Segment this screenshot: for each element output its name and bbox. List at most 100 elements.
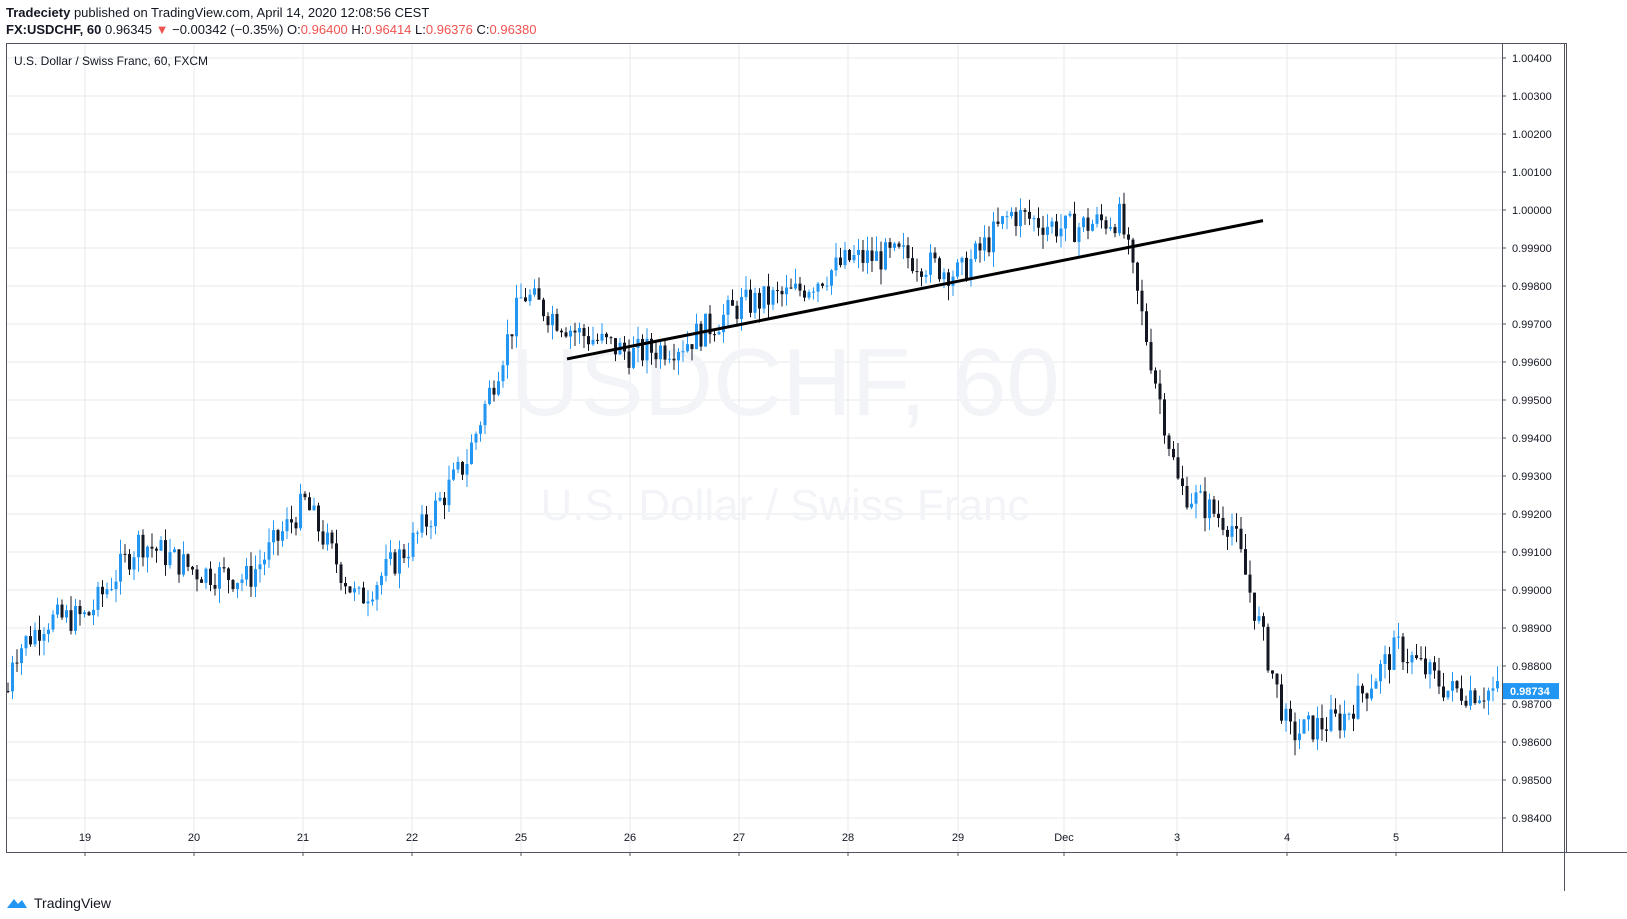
candle-body	[1019, 210, 1022, 227]
candle-body	[758, 292, 761, 309]
candle-body	[101, 586, 104, 595]
candle-body	[1244, 549, 1247, 575]
candle-body	[173, 549, 176, 553]
candle-body	[879, 251, 883, 270]
candle-body	[326, 532, 329, 545]
candle-body	[996, 221, 1000, 224]
candle-body	[1194, 492, 1198, 504]
candle-body	[708, 313, 712, 335]
candle-body	[74, 605, 77, 631]
candle-body	[447, 479, 451, 506]
candle-body	[1190, 503, 1193, 508]
candle-body	[1302, 719, 1306, 734]
candle-body	[191, 566, 194, 570]
candle-body	[591, 339, 595, 345]
candle-body	[645, 338, 649, 361]
y-tick-label: 0.99100	[1512, 547, 1552, 559]
candle-body	[249, 565, 253, 587]
x-tick-label: 3	[1174, 832, 1180, 844]
candle-body	[798, 283, 802, 291]
candle-body	[677, 351, 680, 361]
candle-body	[1014, 211, 1018, 227]
candle-body	[146, 546, 149, 558]
y-tick-label: 0.99000	[1512, 585, 1552, 597]
candle-body	[1149, 342, 1153, 371]
candle-body	[137, 534, 140, 558]
candle-body	[1352, 713, 1355, 719]
candle-body	[339, 564, 343, 583]
author-name[interactable]: Tradeciety	[6, 5, 71, 20]
candle-body	[195, 569, 199, 580]
candle-body	[960, 257, 964, 263]
candle-body	[33, 629, 37, 645]
candle-body	[1406, 662, 1409, 664]
candle-body	[569, 330, 572, 337]
candle-body	[1298, 733, 1301, 741]
time-axis[interactable]: 19 20 21 22 25 26 27 28 29 Dec 3 4 5	[79, 832, 1399, 856]
candle-body	[672, 358, 676, 361]
x-tick-label: 28	[842, 832, 854, 844]
candle-body	[1221, 517, 1225, 530]
candle-body	[560, 330, 563, 333]
candle-body	[182, 554, 185, 575]
candle-body	[1343, 713, 1346, 731]
candle-body	[213, 584, 217, 589]
candle-body	[1383, 654, 1387, 664]
candle-body	[87, 612, 91, 616]
candle-body	[38, 629, 41, 641]
candle-body	[159, 540, 163, 551]
candle-body	[978, 243, 982, 251]
candle-body	[1118, 203, 1121, 234]
candle-body	[438, 497, 442, 501]
candle-body	[519, 297, 523, 299]
candle-body	[380, 575, 383, 586]
last-price-label: 0.98734	[1510, 686, 1551, 698]
footer[interactable]: TradingView	[6, 895, 111, 911]
candle-body	[1136, 262, 1139, 291]
price-axis[interactable]: 1.00400 1.00300 1.00200 1.00100 1.00000 0.999…	[1502, 44, 1552, 852]
y-tick-label: 0.98800	[1512, 661, 1552, 673]
candle-body	[299, 493, 302, 529]
candle-body	[366, 601, 370, 604]
candle-body	[686, 344, 689, 352]
low-label: L:	[415, 22, 426, 37]
watermark-name: U.S. Dollar / Swiss Franc	[541, 481, 1030, 530]
candle-body	[956, 262, 959, 277]
trendline[interactable]	[566, 219, 1264, 361]
y-tick-label: 1.00000	[1512, 205, 1552, 217]
candle-body	[416, 532, 419, 534]
candle-body	[501, 365, 505, 382]
candle-body	[11, 662, 14, 692]
candle-body	[1464, 700, 1468, 706]
watermark-symbol: USDCHF, 60	[510, 329, 1059, 436]
y-tick-label: 0.98700	[1512, 699, 1552, 711]
candle-body	[749, 289, 752, 313]
candle-body	[1284, 708, 1288, 721]
candle-body	[767, 286, 770, 305]
candle-body	[353, 588, 356, 593]
candle-body	[78, 605, 82, 615]
candle-body	[533, 288, 536, 295]
y-tick-label: 1.00400	[1512, 53, 1552, 65]
candle-body	[443, 497, 446, 506]
candle-body	[1104, 220, 1108, 229]
candle-body	[335, 543, 338, 565]
candle-body	[524, 297, 527, 302]
candle-body	[227, 568, 230, 580]
candle-body	[65, 610, 68, 618]
candle-body	[1370, 688, 1373, 699]
candle-body	[245, 565, 248, 580]
candle-body	[164, 540, 167, 566]
candle-body	[1239, 528, 1243, 550]
low-value: 0.96376	[425, 22, 473, 37]
candle-body	[42, 633, 46, 641]
open-label: O:	[287, 22, 301, 37]
candle-body	[132, 557, 136, 570]
candle-body	[402, 549, 406, 559]
candle-body	[1082, 217, 1085, 228]
candle-body	[762, 286, 766, 309]
publish-info: published on TradingView.com, April 14, …	[70, 5, 430, 20]
candle-body	[1455, 681, 1459, 689]
candle-body	[690, 344, 694, 350]
